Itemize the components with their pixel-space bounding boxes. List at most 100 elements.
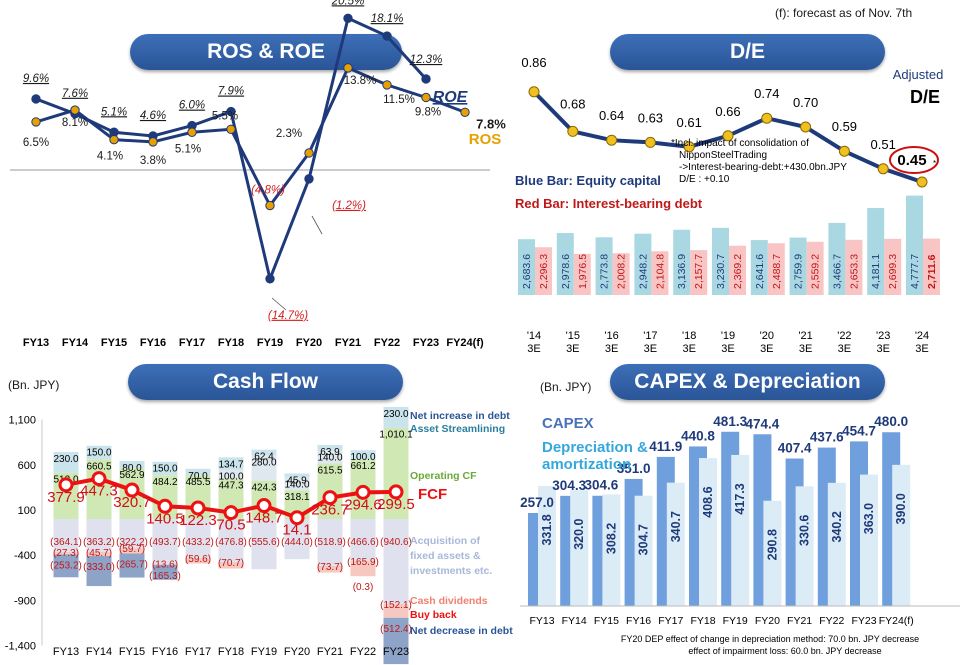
equity-label: 3,466.7 (831, 254, 843, 289)
acquisition-label: (518.9) (314, 537, 346, 548)
debt-decrease-label: (253.2) (50, 560, 82, 571)
acquisition-bar (383, 519, 409, 605)
legend-dividends: Cash dividends (410, 595, 488, 607)
debt-bar (767, 243, 785, 295)
depreciation-label: 331.8 (540, 514, 554, 545)
capex-label: 351.0 (617, 461, 651, 476)
fcf-point (157, 498, 173, 514)
data-label: 4.1% (97, 151, 123, 163)
debt-decrease-label: (165.3) (149, 571, 181, 582)
legend-acquisition: fixed assets & (410, 550, 481, 562)
legend-equity: Blue Bar: Equity capital (515, 173, 661, 188)
debt-increase-bar (383, 406, 409, 428)
debt-bar (845, 239, 863, 295)
capex-label: 257.0 (520, 495, 554, 510)
debt-decrease-bar (86, 555, 112, 587)
x-tick-label: FY23 (383, 646, 409, 658)
x-tick-label: FY15 (594, 615, 619, 627)
debt-label: 2,157.7 (693, 254, 705, 289)
acquisition-bar (53, 519, 79, 552)
equity-label: 3,230.7 (715, 254, 727, 289)
x-tick-label: FY20 (755, 615, 780, 627)
data-label: 13.8% (344, 75, 377, 87)
data-point-roe (304, 174, 314, 184)
legend-acquisition: investments etc. (410, 565, 492, 577)
debt-label: 2,559.2 (810, 254, 822, 289)
operating-cf-label: 447.3 (218, 481, 243, 492)
asset-streamlining-label: 140.0 (317, 453, 342, 464)
de-point (683, 141, 695, 153)
data-label: 9.8% (415, 106, 441, 118)
x-tick-label: '17 (643, 330, 657, 342)
x-tick-label: FY14 (62, 337, 89, 349)
depreciation-bar (763, 500, 782, 606)
debt-increase-bar (53, 451, 79, 473)
fcf-label: 122.3 (179, 512, 217, 529)
acquisition-bar (185, 519, 211, 559)
debt-increase-label: 70.0 (188, 471, 208, 482)
de-label: 0.64 (599, 108, 624, 123)
acquisition-bar (218, 519, 244, 563)
x-tick-label: FY18 (690, 615, 715, 627)
equity-bar (828, 222, 846, 295)
x-tick-label: FY19 (251, 646, 277, 658)
x-tick-label: FY21 (787, 615, 812, 627)
footnote: FY20 DEP effect of change in depreciatio… (621, 634, 919, 644)
operating-cf-label: 661.2 (350, 461, 375, 472)
debt-increase-label: 150.0 (86, 448, 111, 459)
x-tick-label: '21 (798, 330, 812, 342)
data-label: 6.5% (23, 137, 49, 149)
data-label: 7.6% (62, 88, 88, 100)
equity-bar (906, 195, 923, 295)
data-point-roe (265, 274, 275, 284)
debt-bar (806, 241, 824, 295)
data-label: 11.5% (383, 94, 415, 106)
capex-label: 474.4 (746, 416, 780, 431)
depreciation-label: 308.2 (604, 523, 618, 554)
debt-increase-bar (218, 457, 244, 470)
x-tick-label: 3E (760, 343, 773, 355)
depreciation-label: 363.0 (862, 503, 876, 534)
data-point-ros (187, 127, 197, 137)
acquisition-label: (940.6) (380, 537, 412, 548)
data-label: 5.1% (175, 143, 201, 155)
depreciation-bar (602, 494, 621, 606)
data-point-ros (343, 63, 353, 73)
y-tick-label: -400 (14, 550, 36, 562)
asset-streamlining-bar (218, 469, 244, 479)
x-tick-label: '22 (837, 330, 851, 342)
data-point-ros (109, 134, 119, 145)
de-point (838, 145, 850, 157)
fcf-label: 377.9 (47, 489, 85, 506)
x-tick-label: FY22 (374, 337, 400, 349)
dividends-label: (59.7) (119, 544, 145, 555)
x-tick-label: 3E (838, 343, 851, 355)
de-title: D/E (610, 34, 885, 70)
asset-streamlining-label: 280.0 (251, 457, 276, 468)
fcf-label: 294.6 (344, 496, 382, 513)
x-tick-label: 3E (527, 343, 540, 355)
de-label: 0.68 (560, 96, 585, 111)
footnote: effect of impairment loss: 60.0 bn. JPY … (688, 646, 881, 656)
debt-decrease-label: (265.7) (116, 560, 148, 571)
equity-bar (673, 229, 691, 295)
legend-debt-decrease: Net decrease in debt (410, 625, 513, 637)
dividends-bar (350, 561, 376, 577)
debt-increase-label: 230.0 (383, 409, 408, 420)
data-point-ros (226, 124, 236, 134)
equity-label: 4,777.7 (909, 254, 921, 289)
x-tick-label: 3E (915, 343, 928, 355)
debt-label: 2,653.3 (848, 254, 860, 289)
data-point-ros (31, 117, 41, 127)
capex-label: 454.7 (842, 423, 876, 438)
cashflow-title: Cash Flow (128, 364, 403, 400)
debt-decrease-label: (333.0) (83, 562, 115, 573)
data-label: 9.6% (23, 73, 49, 85)
de-label: 0.51 (871, 137, 896, 152)
legend-depreciation: amortization (542, 456, 631, 473)
dividends-label: (27.3) (53, 548, 79, 559)
data-label: 5.5% (212, 110, 238, 122)
debt-label: 2,296.3 (538, 254, 550, 289)
adjusted-label: Adjusted (893, 67, 944, 82)
data-label: (1.2%) (332, 200, 366, 212)
